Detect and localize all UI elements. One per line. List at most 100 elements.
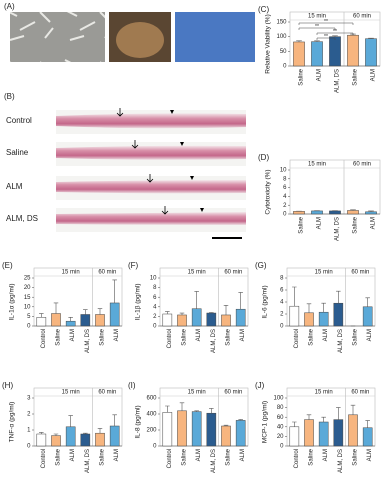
significance-label: **	[333, 29, 337, 35]
group-label: 15 min	[188, 390, 206, 396]
bar	[51, 435, 61, 447]
error-bar	[179, 312, 185, 315]
group-label: 60 min	[351, 390, 369, 396]
row-label: Saline	[6, 148, 29, 157]
y-tick-label: 2	[153, 314, 157, 320]
error-bar	[306, 414, 312, 420]
error-bar	[365, 420, 370, 428]
bar	[177, 410, 187, 447]
row-label: ALM	[6, 182, 23, 191]
y-tick-label: 25	[24, 276, 31, 282]
bar	[289, 305, 300, 327]
bar	[162, 412, 173, 447]
group-label: 15 min	[308, 14, 326, 20]
significance-bracket	[316, 32, 354, 35]
y-axis-label: IL-1α (pg/ml)	[9, 284, 16, 321]
arrowhead	[180, 142, 184, 146]
error-bar	[83, 309, 88, 315]
panel-label: (C)	[258, 5, 269, 14]
x-tick-label: Saline	[299, 68, 305, 85]
photo	[175, 12, 255, 62]
y-tick-label: 6	[283, 185, 287, 191]
x-tick-label: ALM	[371, 217, 377, 229]
x-tick-label: ALM, DS	[338, 329, 344, 353]
y-axis-label: TNF-α (pg/ml)	[9, 402, 16, 443]
x-tick-label: Control	[41, 449, 47, 468]
y-tick-label: 0	[153, 444, 157, 450]
error-bar	[53, 433, 59, 436]
x-tick-label: Saline	[353, 216, 359, 233]
bar	[191, 308, 202, 327]
x-tick-label: Control	[294, 449, 300, 468]
panel-label: (H)	[2, 381, 13, 390]
bar	[365, 211, 377, 215]
group-label: 60 min	[98, 390, 116, 396]
group-label: 15 min	[62, 270, 80, 276]
bar	[191, 411, 202, 447]
error-bar	[39, 432, 44, 434]
y-tick-label: 400	[146, 412, 157, 418]
tissue	[56, 113, 246, 129]
y-tick-label: 0	[283, 212, 287, 218]
bar	[304, 419, 314, 447]
group-label: 60 min	[224, 390, 242, 396]
y-tick-label: 60	[277, 415, 284, 421]
x-tick-label: Saline	[353, 448, 359, 465]
panel-label: (J)	[255, 381, 265, 390]
arrow	[131, 140, 139, 149]
y-axis-label: IL-1β (pg/ml)	[135, 284, 142, 321]
bar	[318, 421, 329, 447]
x-tick-label: ALM, DS	[211, 329, 217, 353]
y-tick-label: 40	[277, 424, 284, 430]
plot-frame	[159, 387, 249, 447]
x-tick-label: ALM	[70, 449, 76, 461]
x-tick-label: ALM, DS	[338, 449, 344, 473]
error-bar	[368, 210, 374, 212]
error-bar	[194, 291, 199, 309]
error-bar	[165, 311, 170, 314]
x-tick-label: Saline	[309, 448, 315, 465]
y-tick-label: 8	[153, 285, 157, 291]
bar	[162, 313, 173, 327]
y-tick-label: 0	[283, 64, 287, 70]
error-bar	[336, 407, 341, 420]
x-tick-label: ALM, DS	[335, 217, 341, 241]
y-tick-label: 4	[283, 194, 287, 200]
panel-label: (A)	[4, 2, 15, 11]
bar	[80, 314, 91, 327]
y-tick-label: 1	[27, 428, 31, 434]
x-tick-label: Saline	[353, 68, 359, 85]
error-bar	[83, 432, 88, 434]
y-tick-label: 4	[280, 300, 284, 306]
x-tick-label: ALM	[323, 449, 329, 461]
bar	[333, 302, 344, 327]
x-tick-label: Saline	[309, 328, 315, 345]
x-tick-label: ALM, DS	[335, 69, 341, 93]
y-tick-label: 600	[146, 396, 157, 402]
group-label: 15 min	[188, 270, 206, 276]
error-bar	[336, 290, 341, 304]
x-tick-label: ALM	[323, 329, 329, 341]
y-tick-label: 0	[27, 444, 31, 450]
error-bar	[332, 35, 338, 37]
x-tick-label: ALM	[367, 329, 373, 341]
arrow	[161, 206, 169, 215]
error-bar	[314, 40, 320, 42]
arrow	[116, 108, 124, 117]
significance-label: **	[315, 24, 319, 30]
error-bar	[112, 414, 117, 426]
y-tick-label: 80	[277, 405, 284, 411]
bar	[347, 34, 359, 67]
bar	[329, 36, 341, 67]
y-tick-label: 4	[153, 304, 157, 310]
x-tick-label: ALM, DS	[85, 449, 91, 473]
panel-label: (E)	[2, 261, 13, 270]
bar	[206, 312, 217, 327]
plot-frame	[286, 267, 376, 327]
y-tick-label: 0	[27, 324, 31, 330]
y-tick-label: 15	[24, 295, 31, 301]
error-bar	[321, 416, 326, 422]
group-label: 60 min	[353, 162, 371, 168]
x-tick-label: Saline	[56, 448, 62, 465]
